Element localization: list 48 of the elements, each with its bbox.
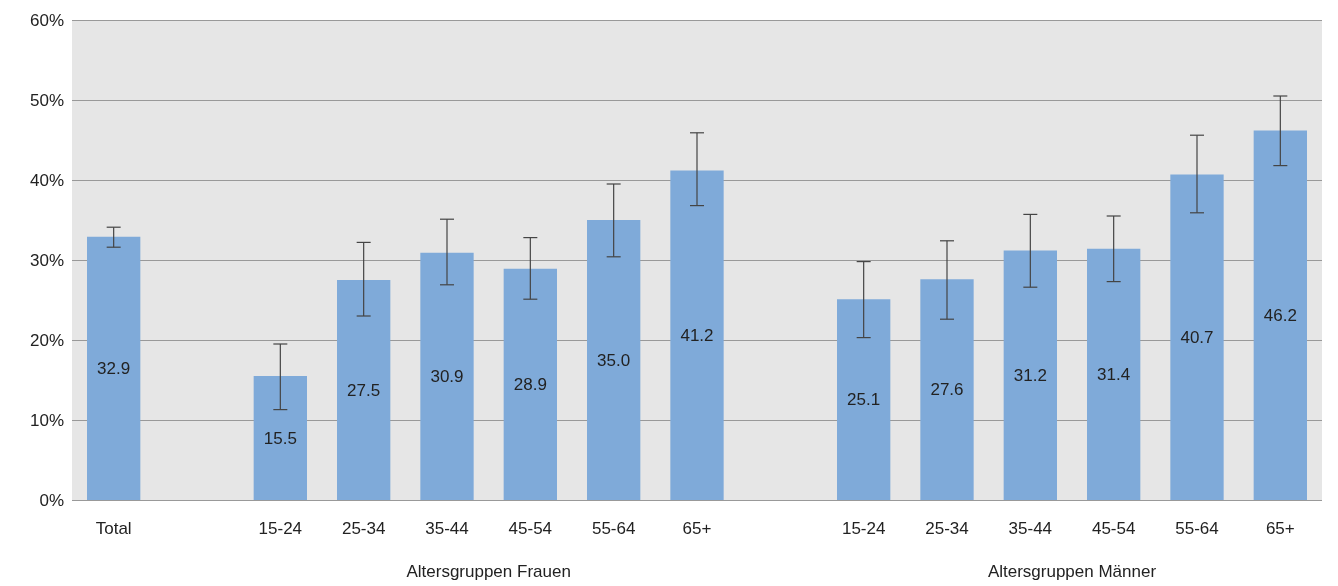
y-tick-label: 50%: [29, 90, 64, 110]
data-label: 35.0: [597, 350, 631, 370]
bar: [1087, 248, 1141, 500]
data-label: 46.2: [1263, 305, 1297, 325]
bar: [503, 268, 557, 500]
x-tick-label: 15-24: [841, 519, 886, 538]
x-tick-label: 25-34: [925, 519, 969, 538]
bar: [587, 220, 641, 500]
x-tick-label: 65+: [1265, 519, 1295, 538]
y-tick-label: 40%: [29, 170, 64, 190]
data-label: 28.9: [513, 374, 547, 394]
text: Altersgruppen Männer: [987, 562, 1157, 582]
data-label: 30.9: [430, 366, 464, 386]
bar: [1170, 174, 1224, 500]
data-label: 41.2: [680, 325, 714, 345]
data-label: 27.5: [347, 380, 381, 400]
x-tick-label: 15-24: [258, 519, 303, 538]
x-tick-label: 45-54: [508, 519, 553, 538]
bar: [837, 299, 891, 500]
y-tick-label: 30%: [29, 250, 64, 270]
x-tick-label: 65+: [682, 519, 712, 538]
y-tick-label: 0%: [39, 490, 64, 510]
data-label: 31.4: [1097, 364, 1131, 384]
x-tick-label: 35-44: [1008, 519, 1053, 538]
data-label: 25.1: [847, 390, 881, 410]
bar: [420, 252, 474, 500]
bar: [920, 279, 974, 500]
y-tick-label: 10%: [29, 410, 64, 430]
data-label: 32.9: [97, 358, 131, 378]
text: Altersgruppen Frauen: [406, 562, 571, 582]
x-tick-label: Total: [95, 519, 132, 538]
x-tick-label: 55-64: [591, 519, 636, 538]
bar: [1003, 250, 1057, 500]
bar: [1253, 130, 1307, 500]
data-label: 27.6: [930, 380, 964, 400]
y-tick-label: 60%: [29, 10, 64, 30]
bar: [337, 280, 391, 500]
x-tick-label: 25-34: [341, 519, 386, 538]
data-label: 15.5: [263, 428, 297, 448]
data-label: 40.7: [1180, 327, 1214, 347]
bar: [670, 170, 724, 500]
x-tick-label: 35-44: [425, 519, 469, 538]
x-tick-label: 45-54: [1091, 519, 1136, 538]
bar: [87, 236, 141, 500]
data-label: 31.2: [1013, 365, 1047, 385]
x-tick-label: 55-64: [1175, 519, 1219, 538]
bar: [253, 376, 307, 500]
y-tick-label: 20%: [29, 330, 64, 350]
